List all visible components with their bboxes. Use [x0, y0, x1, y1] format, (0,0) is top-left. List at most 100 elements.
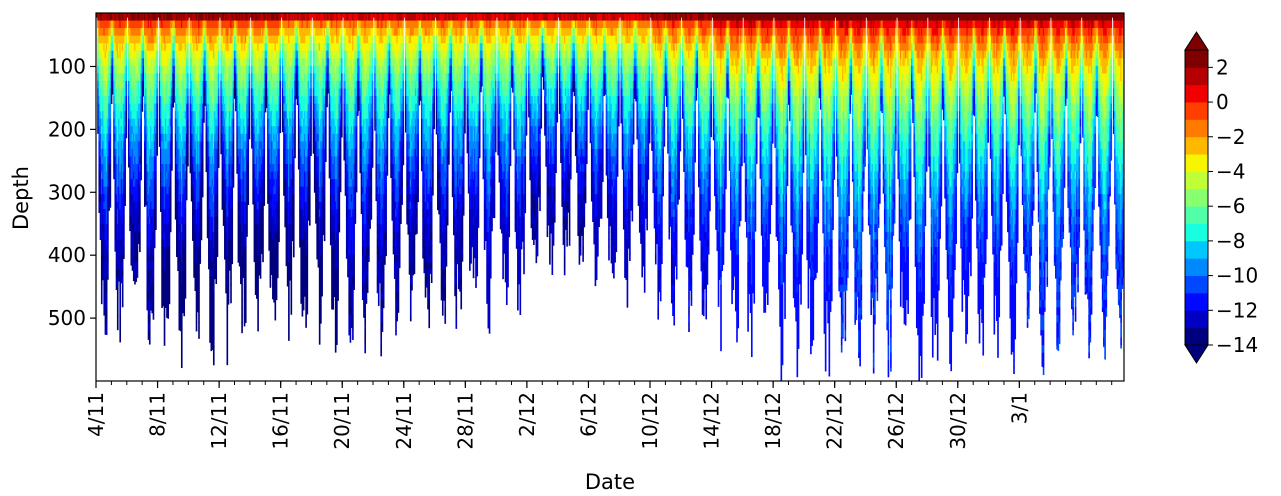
heatmap-cell: [126, 73, 128, 81]
heatmap-cell: [149, 315, 151, 323]
heatmap-cell: [110, 187, 112, 195]
heatmap-cell: [140, 141, 142, 149]
heatmap-cell: [140, 126, 142, 134]
heatmap-cell: [123, 224, 125, 232]
heatmap-cell: [107, 270, 109, 278]
heatmap-cell: [124, 164, 126, 172]
heatmap-cell: [124, 194, 126, 202]
heatmap-cell: [140, 119, 142, 127]
heatmap-cell: [110, 104, 112, 112]
heatmap-cell: [107, 239, 109, 247]
heatmap-cell: [140, 111, 142, 119]
heatmap-cell: [135, 277, 137, 282]
heatmap-cell: [123, 239, 125, 247]
heatmap-cell: [140, 156, 142, 164]
heatmap-cell: [117, 323, 119, 331]
heatmap-cell: [126, 126, 128, 134]
heatmap-cell: [119, 307, 121, 315]
heatmap-cell: [149, 338, 151, 345]
heatmap-cell: [140, 134, 142, 142]
heatmap-cell: [126, 51, 128, 59]
heatmap-cell: [106, 300, 108, 308]
heatmap-cell: [107, 232, 109, 240]
heatmap-cell: [110, 111, 112, 119]
heatmap-cell: [149, 330, 151, 338]
heatmap-cell: [140, 172, 142, 180]
heatmap-cell: [142, 104, 144, 112]
heatmap-cell: [140, 179, 142, 180]
heatmap-cell: [126, 119, 128, 127]
heatmap-cell: [126, 58, 128, 66]
heatmap-cell: [106, 323, 108, 331]
heatmap-cell: [110, 202, 112, 208]
heatmap-cell: [106, 315, 108, 323]
heatmap-cell: [124, 202, 126, 206]
heatmap-cell: [139, 224, 141, 232]
heatmap-cell: [142, 111, 144, 112]
heatmap-cell: [123, 247, 125, 255]
heatmap-cell: [107, 255, 109, 263]
heatmap-cell: [124, 149, 126, 157]
heatmap-cell: [137, 262, 139, 270]
heatmap-cell: [126, 134, 128, 139]
heatmap-cell: [110, 149, 112, 157]
heatmap-cell: [122, 292, 124, 300]
heatmap-cell: [137, 247, 139, 255]
heatmap-cell: [126, 96, 128, 104]
heatmap-cell: [123, 217, 125, 225]
heatmap-cell: [137, 277, 139, 278]
heatmap-cell: [139, 217, 141, 225]
heatmap-cell: [119, 338, 121, 343]
heatmap-cell: [107, 262, 109, 270]
heatmap-cell: [139, 202, 141, 210]
heatmap-cell: [124, 141, 126, 149]
heatmap-cell: [126, 88, 128, 96]
heatmap-cell: [124, 156, 126, 164]
heatmap-cell: [106, 307, 108, 315]
heatmap-cell: [107, 247, 109, 255]
heatmap-cell: [123, 232, 125, 240]
heatmap-cell: [140, 149, 142, 157]
heatmap-cell: [111, 96, 113, 104]
heatmap-cell: [117, 307, 119, 315]
heatmap-cell: [107, 277, 109, 280]
heatmap-cell: [126, 43, 128, 51]
heatmap-cell: [110, 164, 112, 172]
heatmap-cell: [117, 315, 119, 323]
heatmap-cell: [126, 36, 128, 44]
heatmap-cell: [110, 134, 112, 142]
heatmap-cell: [139, 247, 141, 252]
heatmap-cell: [122, 300, 124, 307]
heatmap-cell: [122, 285, 124, 293]
heatmap-cell: [137, 270, 139, 278]
heatmap-cell: [126, 28, 128, 36]
heatmap-cell: [117, 292, 119, 300]
heatmap-cell: [119, 292, 121, 300]
heatmap-cell: [119, 285, 121, 293]
heatmap-cell: [122, 270, 124, 278]
heatmap-cell: [110, 119, 112, 127]
heatmap-cell: [124, 179, 126, 187]
heatmap-cell: [124, 187, 126, 195]
heatmap-cell: [126, 104, 128, 112]
heatmap-cell: [139, 187, 141, 195]
heatmap-cell: [117, 285, 119, 293]
heatmap-cell: [124, 172, 126, 180]
heatmap-cell: [119, 315, 121, 323]
heatmap-cell: [110, 126, 112, 134]
heatmap-cell: [119, 300, 121, 308]
heatmap-cell: [139, 209, 141, 217]
heatmap-cell: [149, 323, 151, 331]
heatmap-cell: [137, 255, 139, 263]
heatmap-cell: [108, 209, 110, 211]
heatmap-cell: [126, 21, 128, 29]
heatmap-cell: [110, 141, 112, 149]
heatmap-cell: [106, 330, 108, 335]
heatmap-cell: [126, 111, 128, 119]
heatmap-cell: [126, 81, 128, 89]
heatmap-cell: [117, 300, 119, 308]
heatmap-cell: [107, 217, 109, 225]
heatmap-cell: [107, 224, 109, 232]
heatmap-cell: [119, 323, 121, 331]
